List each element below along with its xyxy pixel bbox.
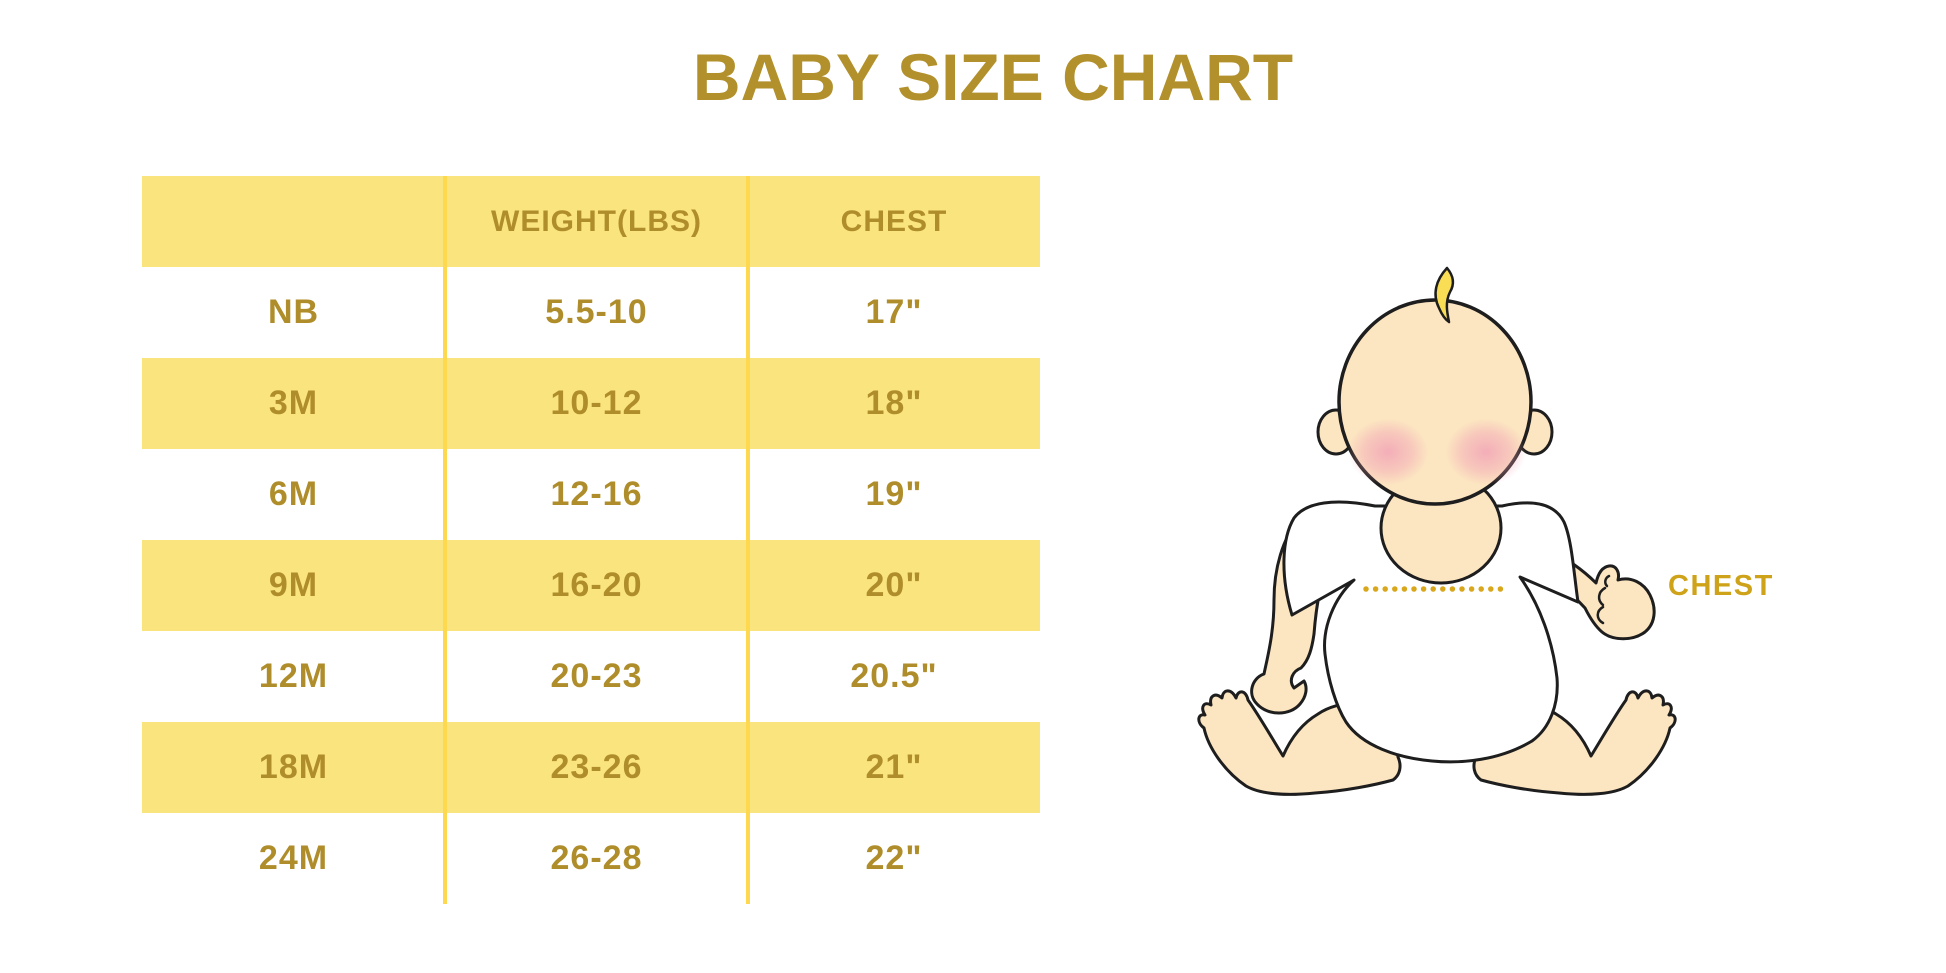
weight-cell: 20-23 xyxy=(550,657,643,695)
size-cell: 12M xyxy=(258,657,329,695)
table-row: 3M 10-12 18" xyxy=(142,358,1040,449)
chest-cell: 19" xyxy=(865,475,923,513)
baby-hair-icon xyxy=(1434,266,1455,324)
baby-onesie xyxy=(1282,500,1580,764)
table-row: 18M 23-26 21" xyxy=(142,722,1040,813)
baby-fist-knuckles xyxy=(1596,574,1611,625)
table-header-row: WEIGHT(LBS) CHEST xyxy=(142,176,1040,267)
weight-cell: 23-26 xyxy=(550,748,643,786)
page-title: BABY SIZE CHART xyxy=(692,40,1294,114)
header-chest: CHEST xyxy=(840,204,948,238)
size-table: WEIGHT(LBS) CHEST NB 5.5-10 17" 3M 10-12… xyxy=(142,176,1040,904)
sitting-baby-icon xyxy=(1197,266,1677,796)
baby-blush-right xyxy=(1446,419,1526,485)
column-divider xyxy=(443,176,447,904)
table-row: NB 5.5-10 17" xyxy=(142,267,1040,358)
baby-blush-left xyxy=(1348,419,1428,485)
column-divider xyxy=(746,176,750,904)
weight-cell: 26-28 xyxy=(550,839,643,877)
chest-cell: 21" xyxy=(865,748,923,786)
table-row: 12M 20-23 20.5" xyxy=(142,631,1040,722)
chest-cell: 17" xyxy=(865,293,923,331)
weight-cell: 12-16 xyxy=(550,475,643,513)
table-row: 6M 12-16 19" xyxy=(142,449,1040,540)
chest-cell: 20" xyxy=(865,566,923,604)
size-cell: 18M xyxy=(258,748,329,786)
baby-illustration xyxy=(1150,240,1810,820)
size-cell: NB xyxy=(267,293,320,331)
header-size xyxy=(142,176,445,267)
table-row: 24M 26-28 22" xyxy=(142,813,1040,904)
table-row: 9M 16-20 20" xyxy=(142,540,1040,631)
chest-cell: 20.5" xyxy=(850,657,938,695)
weight-cell: 10-12 xyxy=(550,384,643,422)
chest-cell: 22" xyxy=(865,839,923,877)
size-cell: 24M xyxy=(258,839,329,877)
chest-cell: 18" xyxy=(865,384,923,422)
weight-cell: 16-20 xyxy=(550,566,643,604)
size-cell: 9M xyxy=(268,566,319,604)
chest-label: CHEST xyxy=(1668,570,1774,602)
size-cell: 6M xyxy=(268,475,319,513)
header-weight: WEIGHT(LBS) xyxy=(491,204,702,238)
size-cell: 3M xyxy=(268,384,319,422)
weight-cell: 5.5-10 xyxy=(545,293,648,331)
